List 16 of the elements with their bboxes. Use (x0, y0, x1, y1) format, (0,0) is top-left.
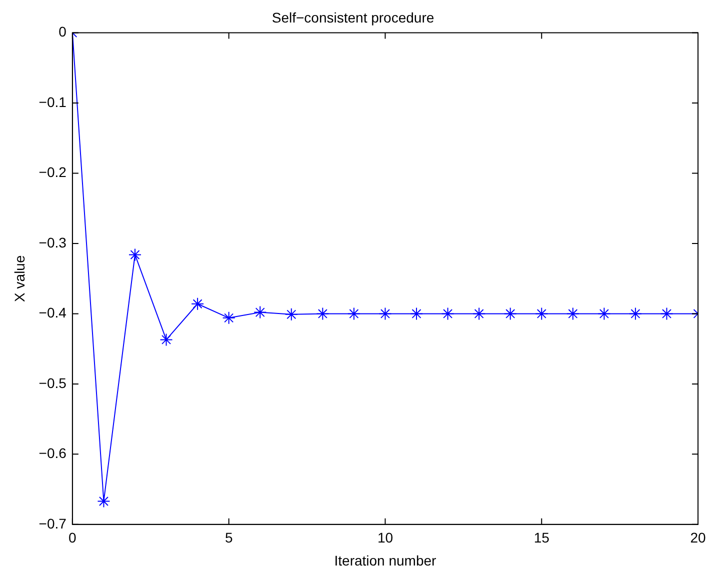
y-tick-label: −0.3 (38, 234, 67, 250)
x-tick-label: 5 (224, 530, 233, 546)
y-axis-title: X value (11, 255, 28, 302)
y-tick-label: −0.4 (38, 304, 67, 321)
y-tick-label: −0.6 (38, 445, 67, 462)
x-axis-title: Iteration number (334, 552, 437, 568)
y-tick-label: −0.1 (38, 94, 67, 110)
y-tick-label: 0 (58, 24, 67, 40)
x-tick-label: 15 (534, 530, 550, 546)
y-tick-label: −0.7 (38, 515, 67, 532)
x-tick-label: 0 (68, 530, 77, 546)
x-tick-label: 20 (690, 530, 706, 546)
x-tick-label: 10 (377, 530, 394, 546)
y-tick-label: −0.5 (38, 374, 67, 391)
y-tick-label: −0.2 (38, 164, 67, 180)
chart-title: Self−consistent procedure (272, 9, 434, 26)
